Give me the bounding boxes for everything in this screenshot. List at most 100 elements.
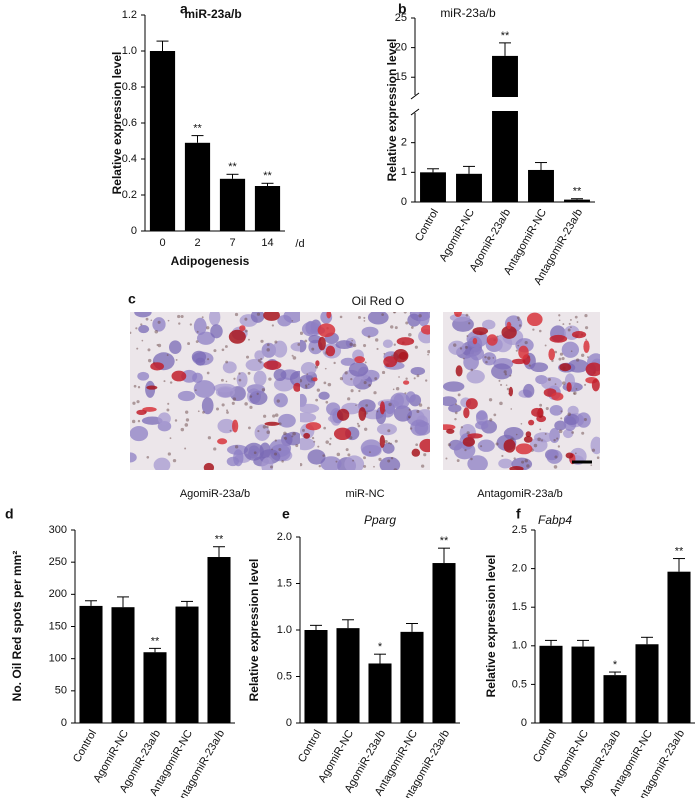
speck [363,456,366,460]
speck [517,344,520,347]
speck [291,320,294,322]
nucleus [361,326,379,338]
speck [547,378,551,382]
speck [416,410,420,414]
micrograph [130,312,300,470]
speck [492,357,495,359]
speck [539,428,542,431]
speck [358,315,361,319]
speck [387,459,391,463]
speck [398,376,400,378]
bar [603,675,627,723]
speck [131,419,136,424]
speck [376,410,379,413]
speck [178,322,181,325]
speck [140,323,143,326]
image-caption: AntagomiR-23a/b [477,488,563,500]
nucleus [307,449,326,465]
speck [571,431,575,434]
bar [432,563,456,723]
y-tick-label: 300 [49,524,67,536]
lipid [325,345,336,357]
speck [238,378,242,382]
speck [569,318,572,321]
speck [323,381,327,385]
speck [281,460,284,463]
speck [581,353,585,357]
speck [557,445,561,448]
lipid [518,345,529,360]
speck [266,430,270,434]
nucleus [305,320,316,335]
y-tick-label: 1.5 [277,577,292,589]
speck [393,468,398,470]
speck [292,431,296,436]
speck [456,459,460,462]
nucleus [348,362,369,377]
nucleus [360,439,382,457]
bar [336,628,360,723]
speck [300,463,303,467]
speck [416,374,420,378]
speck [274,439,277,442]
speck [266,348,270,352]
nucleus [477,439,495,452]
speck [157,343,162,348]
nucleus [563,413,580,426]
bar [143,652,167,723]
speck [413,377,416,380]
lipid [318,336,326,351]
lipid [501,325,517,339]
speck [244,317,248,321]
significance: ** [151,635,160,647]
speck [584,314,588,318]
speck [554,455,558,459]
speck [560,410,563,413]
lipid [379,435,385,448]
speck [420,464,425,468]
lipid [303,432,311,439]
speck [567,328,571,332]
speck [195,340,199,344]
speck [169,381,173,384]
lipid [591,378,600,392]
speck [234,312,239,317]
speck [462,357,465,360]
speck [225,360,229,364]
nucleus [300,339,307,353]
nucleus [493,334,513,353]
speck [226,411,229,414]
speck [157,320,161,324]
nucleus [236,371,248,388]
speck [554,383,557,386]
speck [545,406,549,411]
speck [248,426,251,430]
y-tick-label: 0.5 [277,670,292,682]
speck [185,410,189,414]
nucleus [443,396,457,407]
bar [207,557,231,723]
lipid [379,401,385,415]
nucleus [463,353,479,371]
speck [573,392,576,395]
speck [409,427,413,430]
speck [384,439,388,444]
bar [219,178,246,231]
nucleus [130,452,137,463]
speck [387,429,391,433]
nucleus [152,317,166,332]
speck [325,440,329,444]
speck [283,437,286,439]
nucleus [130,426,149,442]
speck [260,357,263,361]
y-tick-label: 2.0 [277,531,292,543]
speck [238,372,241,375]
speck [300,378,303,383]
y-tick-label: 1.2 [122,9,137,21]
speck [540,439,544,442]
speck [156,344,159,346]
bar [400,631,424,723]
speck [315,398,319,402]
speck [244,402,248,406]
lipid [383,356,398,368]
